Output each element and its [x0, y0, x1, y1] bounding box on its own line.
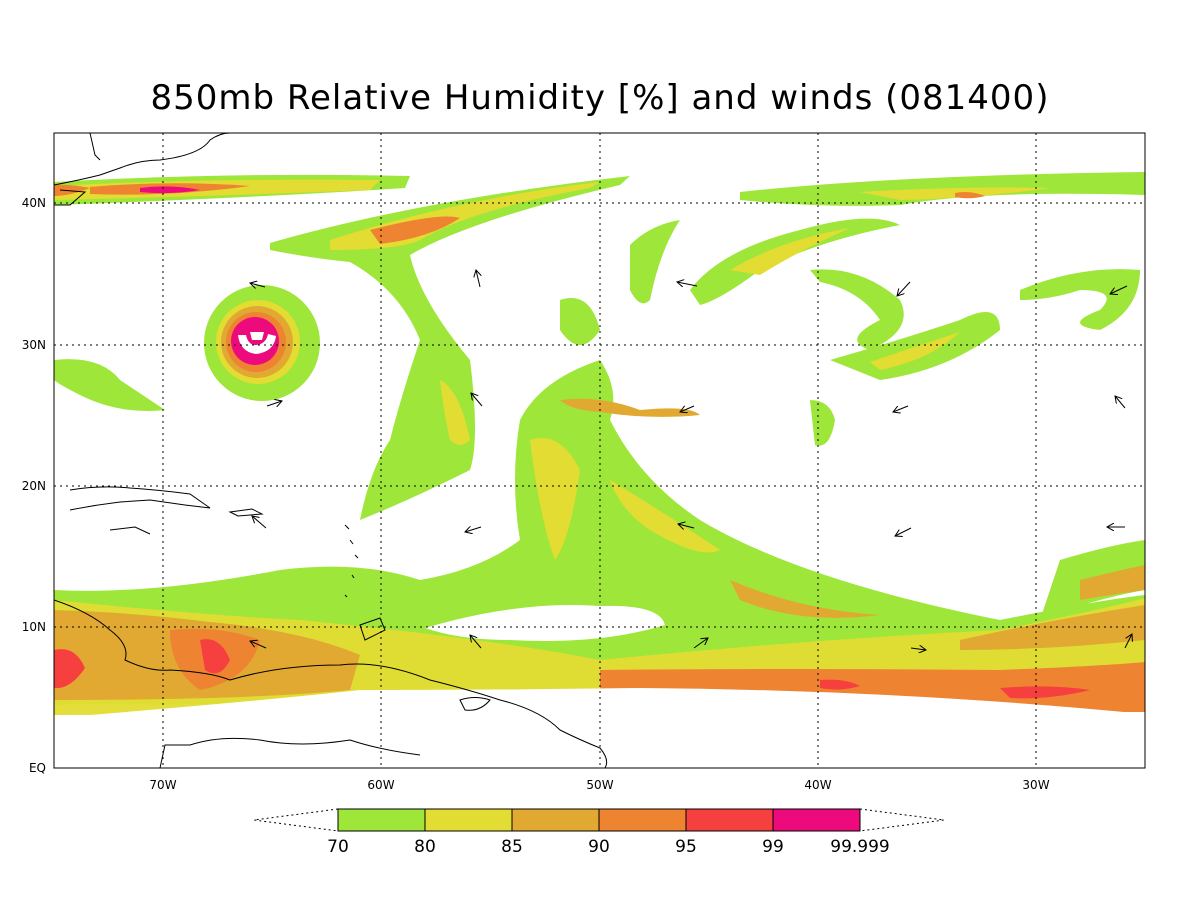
- colorbar: 70 80 85 90 95 99 99.999: [253, 808, 945, 857]
- colorbar-extend-low: [253, 808, 339, 832]
- colorbar-label-80: 80: [414, 837, 436, 857]
- colorbar-swatch-90-95: [598, 808, 687, 832]
- lon-label-70w: 70W: [149, 778, 176, 792]
- lat-label-eq: EQ: [29, 761, 46, 775]
- colorbar-label-99: 99: [762, 837, 784, 857]
- colorbar-swatch-99-99999: [772, 808, 861, 832]
- map-title: 850mb Relative Humidity [%] and winds (0…: [150, 78, 1050, 118]
- colorbar-label-90: 90: [588, 837, 610, 857]
- humidity-fields: [54, 172, 1145, 768]
- lat-label-40n: 40N: [22, 196, 46, 210]
- colorbar-label-95: 95: [675, 837, 697, 857]
- lat-label-30n: 30N: [22, 338, 46, 352]
- coastlines: [54, 133, 608, 768]
- colorbar-label-70: 70: [327, 837, 349, 857]
- map-frame: [53, 132, 1146, 769]
- colorbar-extend-high: [859, 808, 945, 832]
- lat-label-10n: 10N: [22, 620, 46, 634]
- lon-label-30w: 30W: [1022, 778, 1049, 792]
- lon-label-50w: 50W: [586, 778, 613, 792]
- graticule: [54, 133, 1145, 768]
- colorbar-swatch-85-90: [511, 808, 600, 832]
- colorbar-label-99999: 99.999: [830, 837, 889, 857]
- colorbar-swatch-95-99: [685, 808, 774, 832]
- lon-label-60w: 60W: [367, 778, 394, 792]
- lat-label-20n: 20N: [22, 479, 46, 493]
- wind-vectors: [250, 270, 1132, 650]
- colorbar-swatch-70-80: [337, 808, 426, 832]
- colorbar-swatch-80-85: [424, 808, 513, 832]
- colorbar-label-85: 85: [501, 837, 523, 857]
- lon-label-40w: 40W: [804, 778, 831, 792]
